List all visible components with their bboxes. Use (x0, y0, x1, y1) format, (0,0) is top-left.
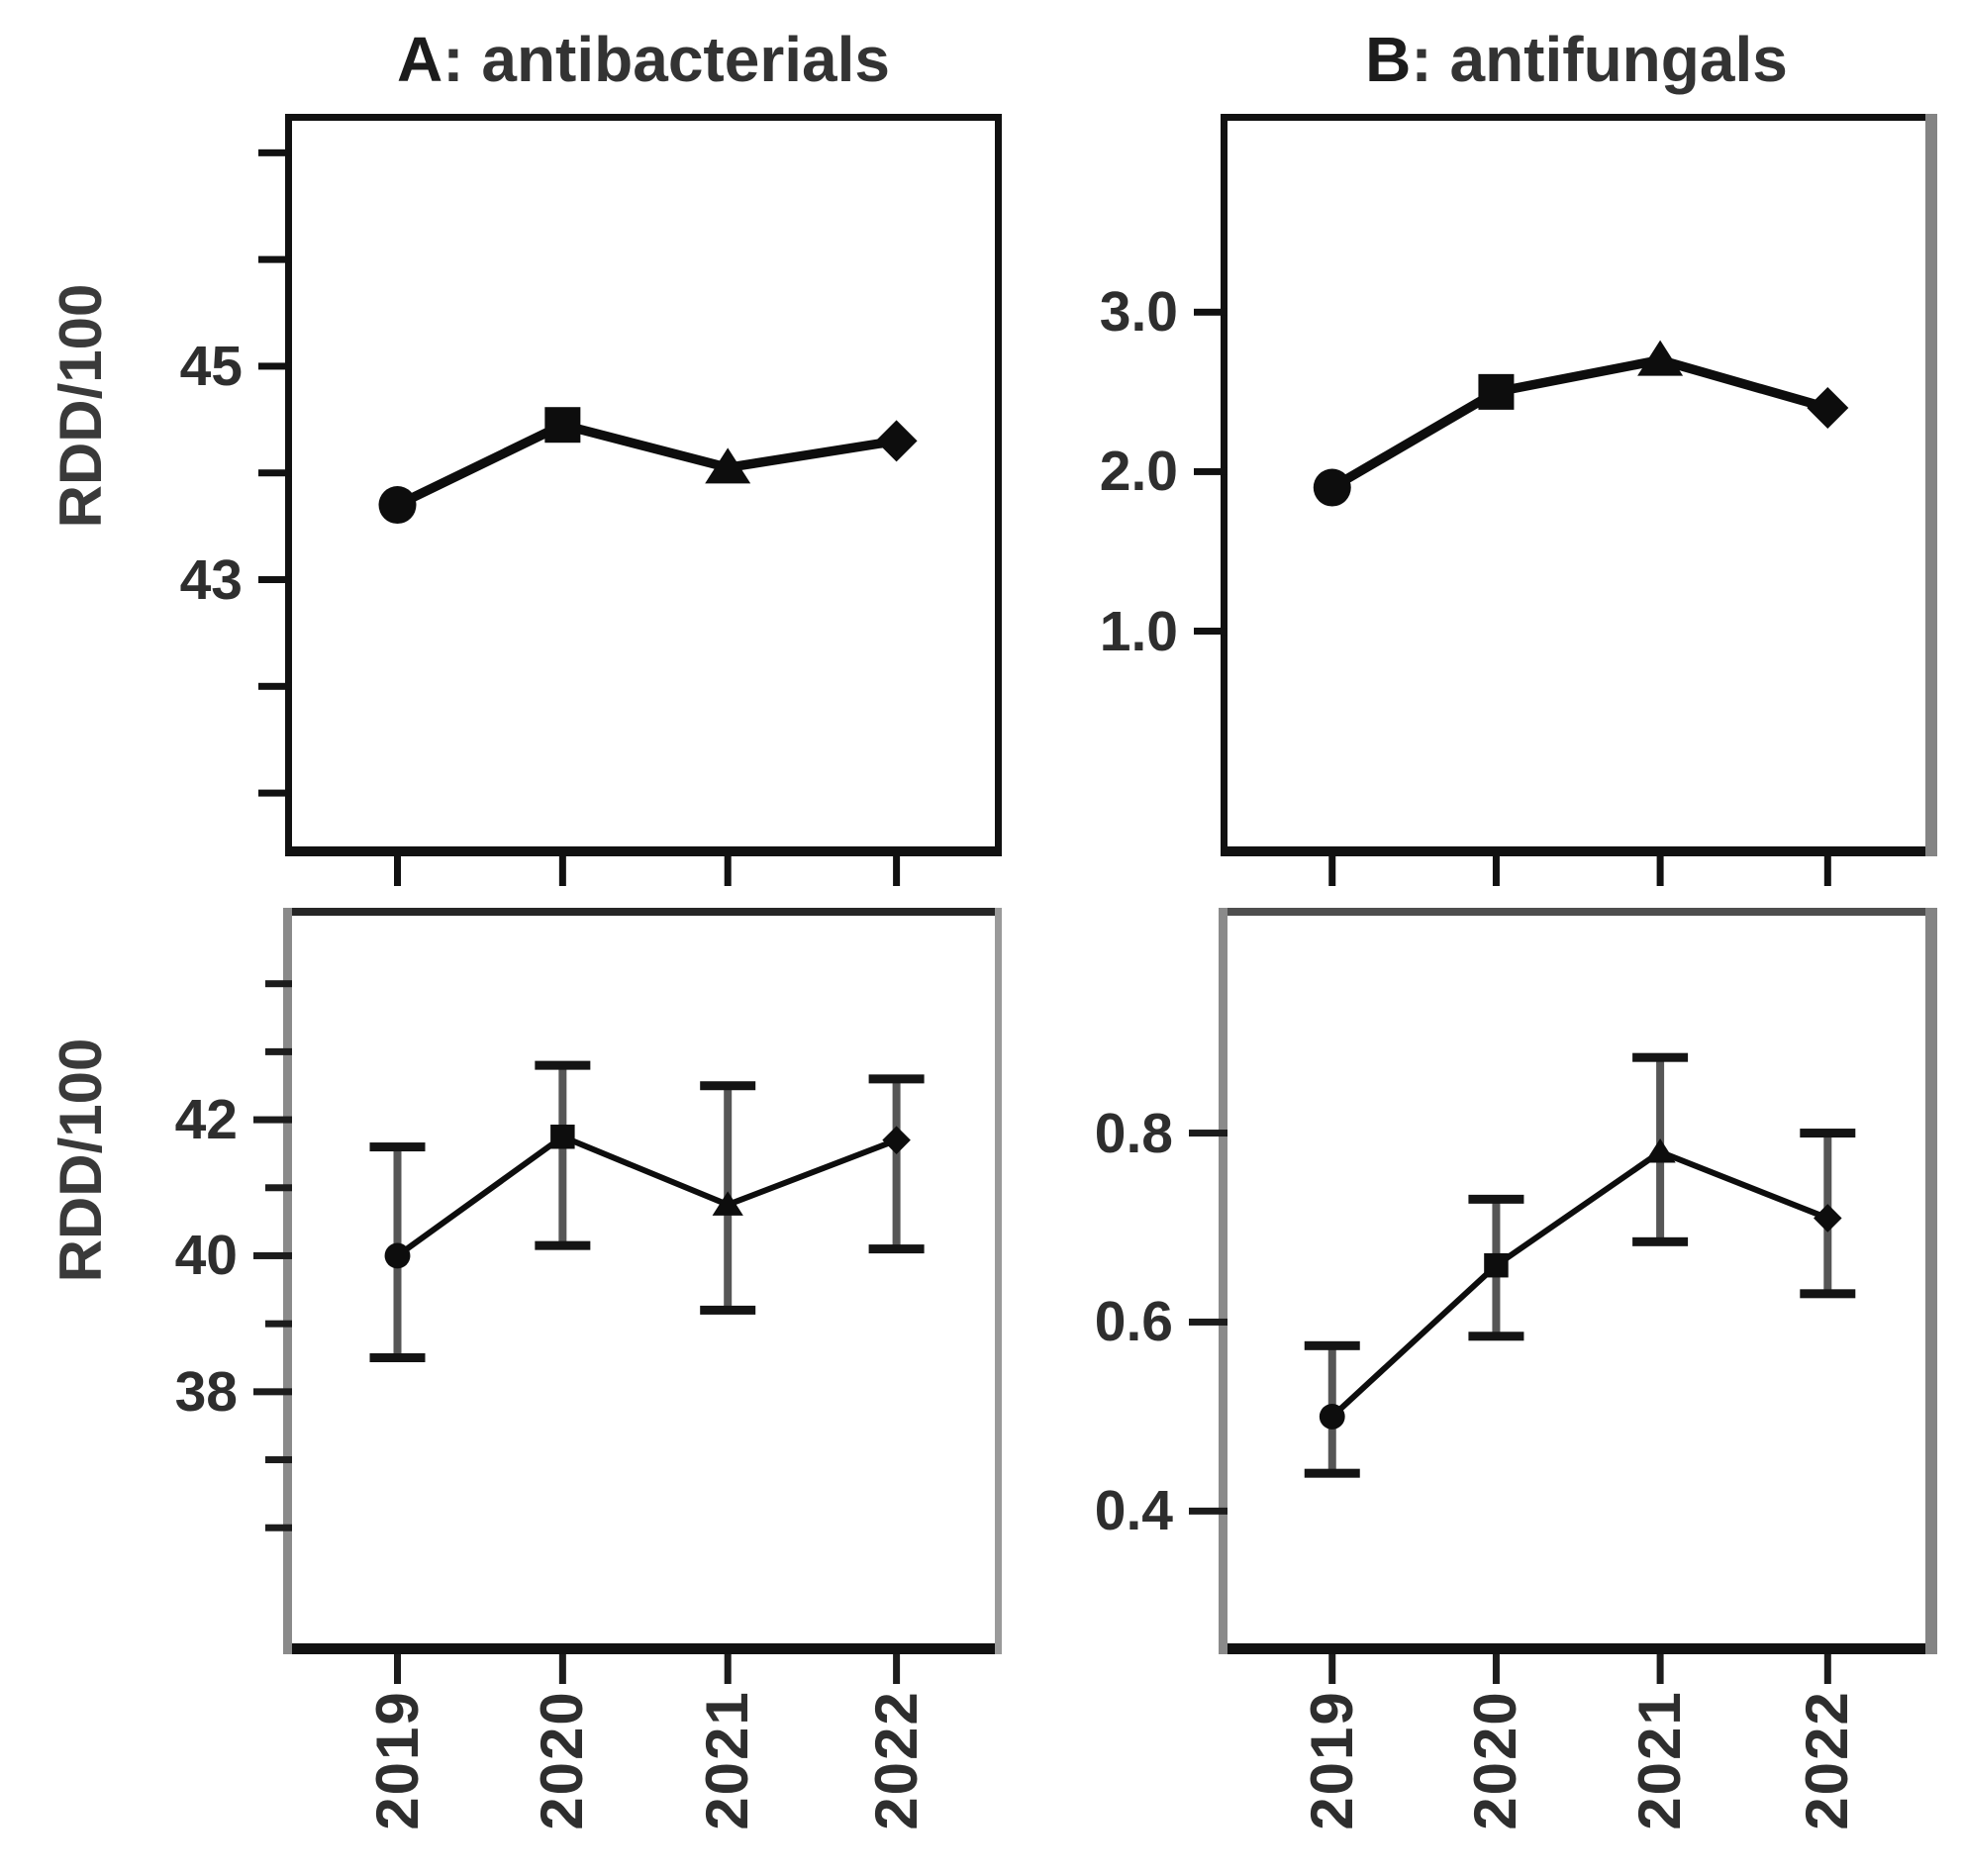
y-tick-mark (258, 362, 292, 370)
y-tick-mark (258, 576, 292, 584)
error-bar-cap-bottom (535, 1240, 591, 1250)
x-tick-mark (1656, 1654, 1664, 1684)
marker-circle (384, 1242, 411, 1269)
spine-left (285, 114, 292, 856)
error-bar-cap-bottom (700, 1305, 756, 1315)
error-bar-cap-bottom (868, 1244, 925, 1254)
marker-diamond (1814, 1204, 1842, 1233)
marker-diamond (882, 1126, 911, 1154)
y-tick-mark (258, 682, 292, 690)
panel-antibacterials-trend (258, 114, 1002, 886)
error-bar-cap-bottom (369, 1352, 426, 1362)
y-tick-mark (265, 1456, 292, 1464)
marker-square (550, 1125, 575, 1149)
error-bar-stem (892, 1078, 901, 1249)
error-bar-stem (558, 1065, 567, 1246)
x-tick-mark (1328, 856, 1336, 886)
x-tick-mark (394, 1654, 401, 1684)
marker-square (1484, 1252, 1509, 1278)
x-tick-mark (1328, 1654, 1336, 1684)
marker-triangle (705, 447, 751, 484)
y-tick-mark (1194, 467, 1227, 475)
x-tick-mark (558, 856, 566, 886)
spine-left (283, 908, 292, 1654)
data-line (1329, 1148, 1829, 1420)
y-tick-mark (253, 1388, 292, 1396)
y-tick-mark (1189, 1507, 1227, 1515)
x-tick-mark (394, 856, 401, 886)
x-tick-mark (893, 856, 901, 886)
x-tick-mark (1492, 1654, 1500, 1684)
marker-circle (1319, 1403, 1345, 1430)
spine-bottom (283, 1643, 1002, 1654)
y-tick-mark (1194, 628, 1227, 636)
panel-antibacterials-errorbar (253, 908, 1002, 1684)
y-tick-mark (265, 1524, 292, 1531)
marker-circle (378, 486, 417, 525)
data-line (395, 420, 898, 510)
x-tick-mark (1492, 856, 1500, 886)
spine-top (285, 114, 1002, 121)
spine-right (995, 908, 1002, 1654)
y-tick-mark (265, 1320, 292, 1328)
spine-bottom (1221, 846, 1937, 856)
spine-top (283, 908, 1002, 916)
x-tick-mark (1823, 1654, 1831, 1684)
error-bar-cap-bottom (1468, 1332, 1524, 1341)
error-bar-cap-top (1304, 1340, 1360, 1350)
x-tick-mark (558, 1654, 566, 1684)
data-line (395, 1133, 898, 1258)
spine-bottom (285, 846, 1002, 856)
error-bar-cap-top (1632, 1052, 1689, 1062)
y-tick-mark (265, 1047, 292, 1055)
error-bar-cap-top (535, 1060, 591, 1070)
y-tick-mark (1189, 1130, 1227, 1137)
error-bar-cap-top (700, 1081, 756, 1091)
marker-square (544, 407, 581, 444)
marker-square (1478, 373, 1515, 410)
error-bar-cap-top (1800, 1129, 1856, 1138)
error-bar-cap-bottom (1304, 1468, 1360, 1478)
y-tick-mark (253, 1116, 292, 1124)
y-tick-mark (265, 980, 292, 988)
error-bar-cap-bottom (1800, 1289, 1856, 1299)
x-tick-mark (724, 1654, 732, 1684)
y-tick-mark (258, 255, 292, 263)
x-tick-mark (1823, 856, 1831, 886)
panel-antifungals-errorbar (1189, 908, 1937, 1684)
data-line (1329, 354, 1829, 492)
y-tick-mark (258, 148, 292, 156)
x-tick-mark (893, 1654, 901, 1684)
spine-left (1221, 114, 1227, 856)
marker-triangle (1644, 1138, 1676, 1163)
error-bar-cap-top (1468, 1194, 1524, 1204)
y-tick-mark (265, 1184, 292, 1192)
error-bar-cap-bottom (1632, 1236, 1689, 1246)
y-tick-mark (253, 1251, 292, 1259)
marker-triangle (1637, 340, 1684, 376)
y-tick-mark (1189, 1318, 1227, 1326)
spine-bottom (1219, 1643, 1937, 1654)
spine-right (1925, 908, 1937, 1654)
spine-top (1219, 908, 1937, 916)
y-tick-mark (258, 789, 292, 797)
error-bar-cap-top (369, 1142, 426, 1152)
spine-right (1925, 114, 1937, 856)
panel-antifungals-trend (1194, 114, 1937, 886)
marker-diamond (875, 420, 918, 462)
spine-top (1221, 114, 1937, 121)
marker-circle (1313, 468, 1351, 507)
error-bar-cap-top (868, 1074, 925, 1084)
marker-triangle (712, 1191, 743, 1216)
x-tick-mark (724, 856, 732, 886)
y-tick-mark (258, 469, 292, 477)
marker-diamond (1807, 386, 1849, 429)
x-tick-mark (1656, 856, 1664, 886)
spine-left (1219, 908, 1227, 1654)
y-tick-mark (1194, 308, 1227, 316)
spine-right (995, 114, 1002, 856)
